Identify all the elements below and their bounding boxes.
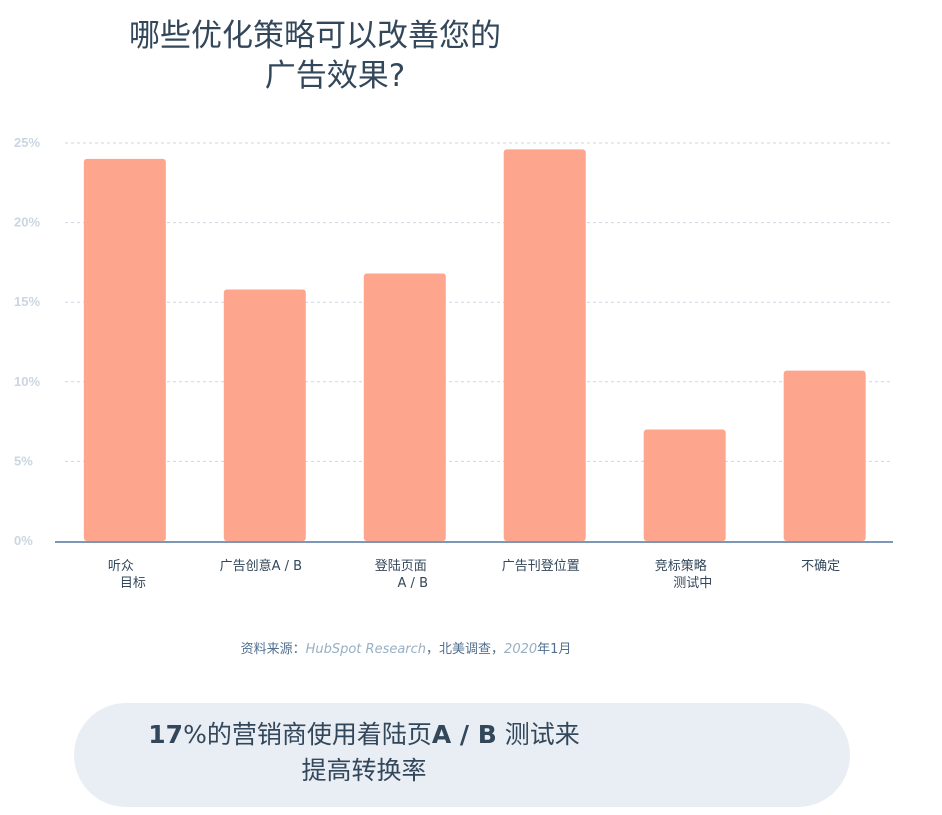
bar [643, 429, 726, 541]
callout-stat: 17 [148, 720, 184, 749]
bar [503, 149, 586, 542]
bar [223, 289, 306, 541]
y-tick-label: 5% [14, 453, 33, 468]
title-line-1: 哪些优化策略可以改善您的 [129, 18, 501, 54]
stat-callout: 17%的营销商使用着陆页A / B 测试来 提高转换率 [74, 703, 850, 807]
callout-text-2: 测试来 [496, 720, 580, 749]
callout-bold: A / B [431, 720, 497, 749]
y-tick-label: 15% [14, 294, 40, 309]
bar [83, 158, 166, 542]
source-mid: ，北美调查， [426, 642, 505, 657]
chart-title: 哪些优化策略可以改善您的 广告效果? [100, 16, 530, 96]
x-tick-label: 目标 [120, 576, 146, 591]
source-year: 2020 [504, 642, 538, 657]
source-org: HubSpot Research [305, 642, 427, 657]
y-tick-label: 0% [14, 533, 33, 548]
y-tick-label: 20% [14, 215, 40, 230]
source-note: 资料来源：HubSpot Research，北美调查，2020年1月 [0, 638, 877, 657]
x-tick-label: 广告刊登位置 [502, 559, 580, 574]
source-suffix: 年1月 [537, 642, 572, 657]
x-tick-label: A / B [398, 576, 428, 591]
x-tick-label: 不确定 [801, 559, 840, 574]
callout-line-2: 提高转换率 [301, 756, 427, 785]
bar [363, 273, 446, 541]
y-tick-label: 10% [14, 374, 40, 389]
title-line-2: 广告效果? [264, 58, 406, 94]
y-tick-label: 25% [14, 135, 40, 150]
x-tick-label: 听众 [108, 559, 134, 574]
x-tick-label: 登陆页面 [375, 558, 427, 574]
x-tick-label: 竞标策略 [655, 558, 707, 574]
callout-text-1: %的营销商使用着陆页 [183, 720, 432, 749]
bar [783, 370, 866, 541]
source-prefix: 资料来源： [240, 642, 306, 657]
x-tick-label: 测试中 [673, 576, 712, 591]
x-tick-label: 广告创意A / B [220, 558, 302, 574]
